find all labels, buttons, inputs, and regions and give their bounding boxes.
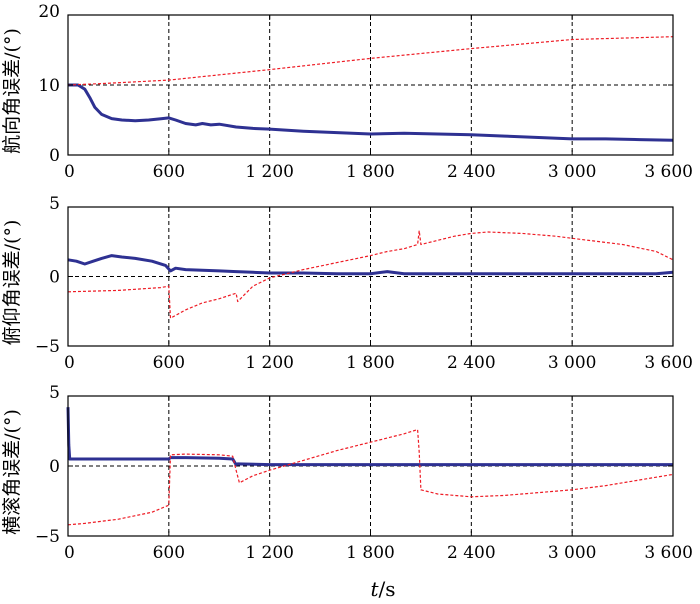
x-axis-label: t/s	[370, 577, 395, 601]
roll-dashed-series-line	[67, 429, 674, 526]
y-axis-label: 俯仰角误差/(°)	[1, 220, 23, 346]
y-tick-label: 5	[49, 194, 60, 214]
y-tick-label: 20	[38, 2, 60, 22]
x-tick-label: 600	[153, 543, 185, 563]
pitch-error-panel: 0 600 1 200 1 800 2 400 3 000 3 600−505俯仰角误差/(…	[1, 194, 693, 373]
x-tick-label: 3 600	[644, 543, 693, 563]
heading-error-panel: 0 600 1 200 1 800 2 400 3 000 3 600 0 10 20 航向角误差/…	[1, 2, 693, 182]
y-tick-label: −5	[35, 527, 60, 547]
heading-solid-series-line	[68, 83, 674, 142]
x-tick-label: 3 600	[644, 353, 693, 373]
y-tick-label: 10	[38, 76, 60, 96]
y-axis-label: 横滚角误差/(°)	[1, 409, 23, 535]
x-tick-label: 1 200	[245, 353, 294, 373]
pitch-solid-series-line	[67, 254, 674, 276]
y-axis-label: 航向角误差/(°)	[1, 28, 23, 154]
x-tick-label: 2 400	[447, 353, 496, 373]
x-tick-label: 1 800	[346, 162, 395, 182]
x-tick-label: 1 800	[346, 543, 395, 563]
roll-solid-series-line	[66, 407, 673, 467]
x-tick-label: 0	[64, 543, 75, 563]
x-tick-label: 600	[153, 162, 185, 182]
y-tick-label: 0	[49, 146, 60, 166]
x-tick-label: 1 800	[346, 353, 395, 373]
x-tick-label: 1 200	[245, 162, 294, 182]
x-tick-label: 3 000	[548, 543, 597, 563]
pitch-dashed-series-line	[67, 230, 674, 319]
y-tick-label: 0	[49, 457, 60, 477]
x-tick-label: 2 400	[447, 162, 496, 182]
y-tick-label: 0	[49, 268, 60, 288]
x-tick-label: 3 600	[644, 162, 693, 182]
y-tick-label: 5	[49, 383, 60, 403]
x-tick-label: 3 000	[548, 353, 597, 373]
roll-error-panel: 0 600 1 200 1 800 2 400 3 000 3 600−505横滚角误差/(…	[1, 383, 693, 563]
x-tick-label: 1 200	[245, 543, 294, 563]
x-tick-label: 3 000	[548, 162, 597, 182]
y-tick-label: −5	[35, 337, 60, 357]
x-tick-label: 0	[64, 162, 75, 182]
x-tick-label: 600	[153, 353, 185, 373]
x-tick-label: 0	[64, 353, 75, 373]
x-tick-label: 2 400	[447, 543, 496, 563]
